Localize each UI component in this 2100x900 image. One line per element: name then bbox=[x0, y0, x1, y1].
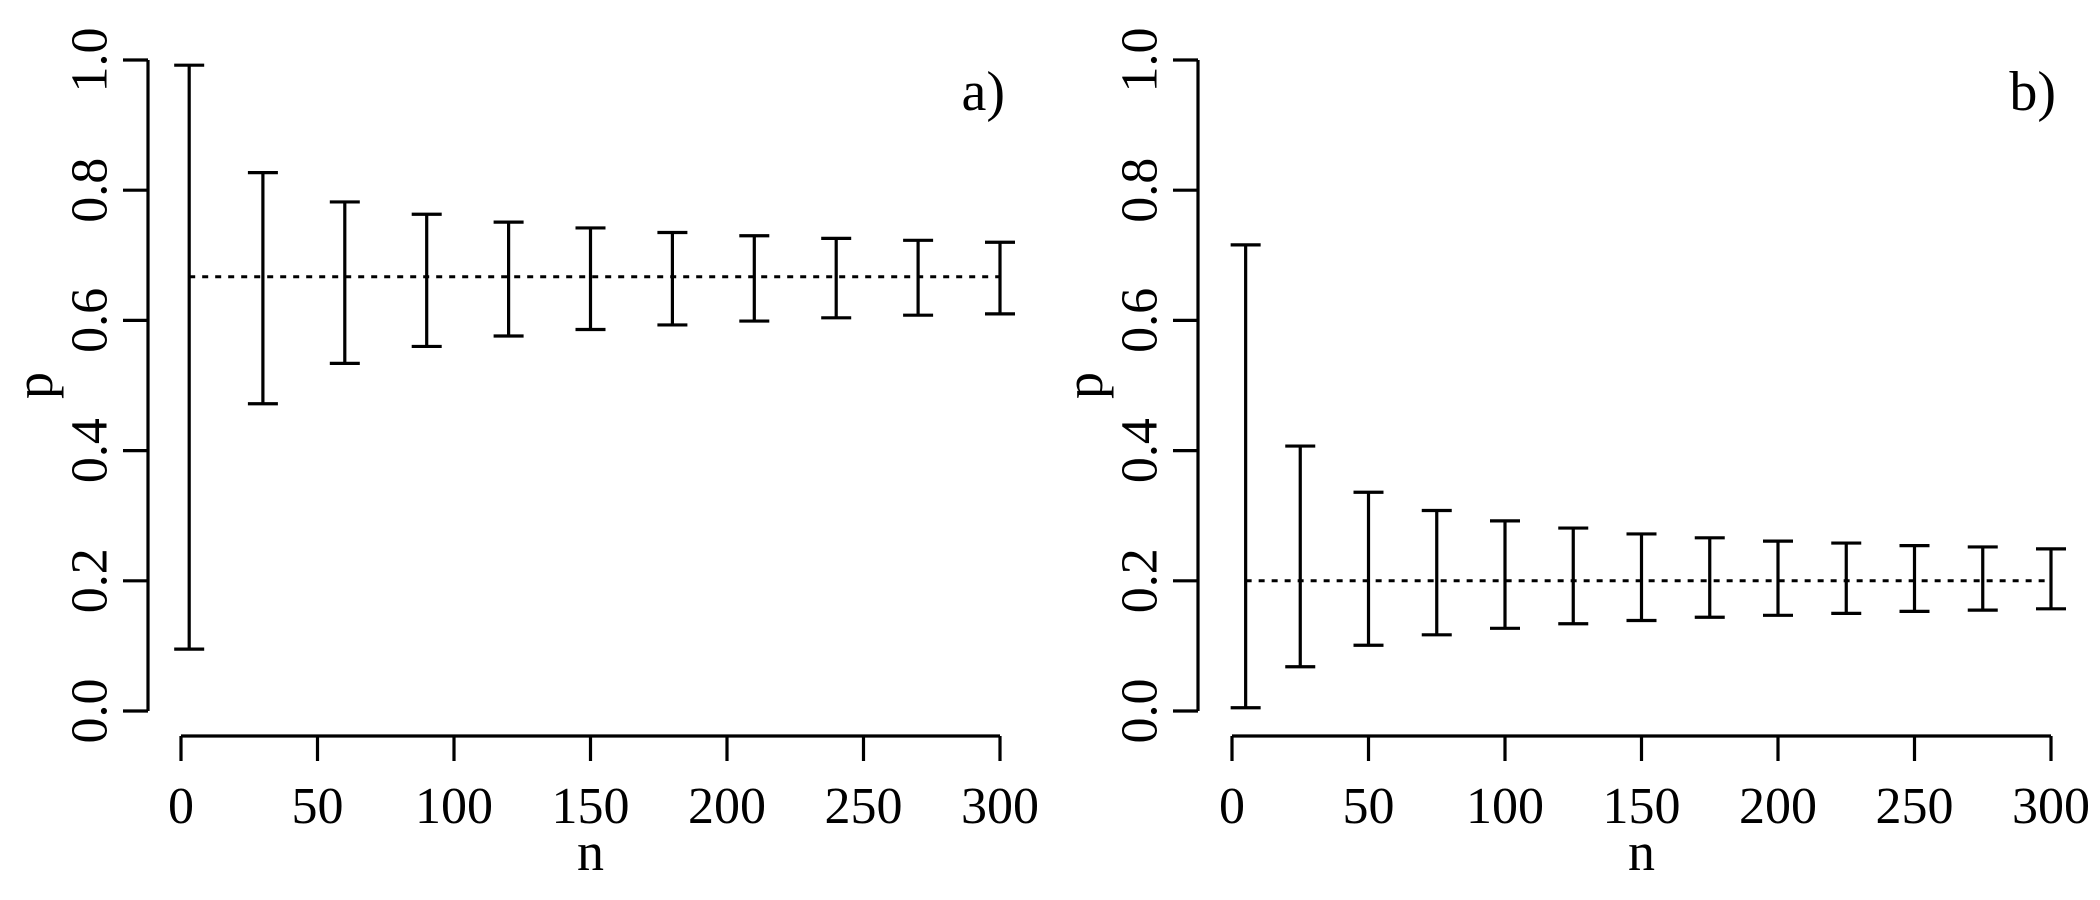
y-tick-label: 0.0 bbox=[62, 679, 119, 744]
x-tick-label: 150 bbox=[1603, 778, 1681, 835]
x-tick-label: 200 bbox=[688, 778, 766, 835]
y-tick-label: 0.6 bbox=[1112, 288, 1169, 353]
y-tick-label: 0.4 bbox=[1112, 418, 1169, 483]
y-tick-label: 0.8 bbox=[1112, 158, 1169, 223]
panel-label: b) bbox=[2009, 61, 2056, 123]
x-tick-label: 100 bbox=[1466, 778, 1544, 835]
y-tick-label: 0.2 bbox=[62, 548, 119, 613]
x-tick-label: 250 bbox=[1876, 778, 1954, 835]
x-tick-label: 200 bbox=[1739, 778, 1817, 835]
y-axis-title: p bbox=[1054, 372, 1114, 399]
chart-panel-a: 0.0 0.2 0.4 0.6 0.8 1.0 0 50 100 150 200 250 300 n p a) bbox=[4, 28, 1039, 883]
x-tick-label: 250 bbox=[825, 778, 903, 835]
panel-label: a) bbox=[961, 61, 1005, 123]
chart-panel-b: 0.0 0.2 0.4 0.6 0.8 1.0 0 50 100 150 200 250 300 n p b) bbox=[1054, 28, 2090, 883]
y-tick-label: 0.2 bbox=[1112, 548, 1169, 613]
x-tick-label: 100 bbox=[415, 778, 493, 835]
x-tick-label: 300 bbox=[2012, 778, 2090, 835]
y-axis-title: p bbox=[4, 372, 64, 399]
y-tick-label: 0.0 bbox=[1112, 679, 1169, 744]
y-tick-label: 0.4 bbox=[62, 418, 119, 483]
x-tick-label: 50 bbox=[1343, 778, 1395, 835]
x-tick-label: 0 bbox=[1219, 778, 1245, 835]
y-tick-label: 1.0 bbox=[1112, 28, 1169, 93]
x-axis-title: n bbox=[1628, 822, 1655, 882]
x-tick-label: 0 bbox=[168, 778, 194, 835]
x-tick-label: 50 bbox=[292, 778, 344, 835]
y-tick-label: 1.0 bbox=[62, 28, 119, 93]
x-tick-label: 300 bbox=[961, 778, 1039, 835]
y-tick-label: 0.6 bbox=[62, 288, 119, 353]
y-tick-label: 0.8 bbox=[62, 158, 119, 223]
x-axis-title: n bbox=[577, 822, 604, 882]
x-tick-label: 150 bbox=[552, 778, 630, 835]
